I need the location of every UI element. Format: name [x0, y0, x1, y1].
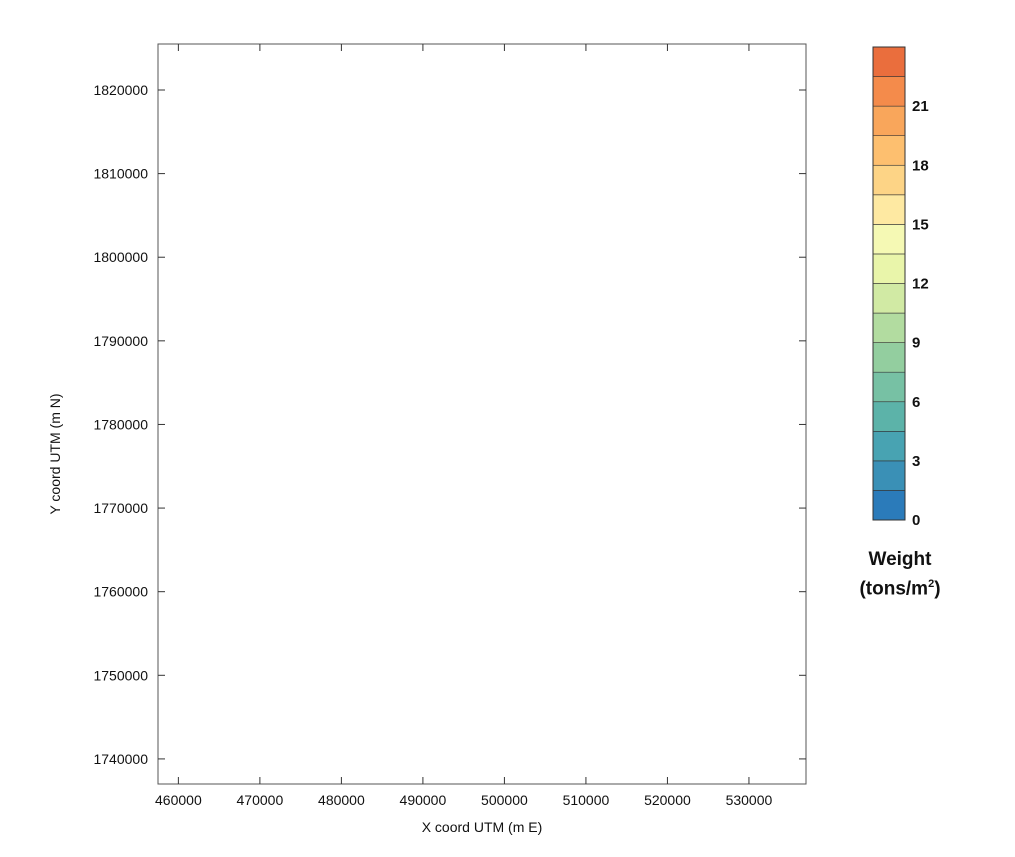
contour-chart: 4488812121216161620 46000047000048000049…	[47, 43, 929, 835]
